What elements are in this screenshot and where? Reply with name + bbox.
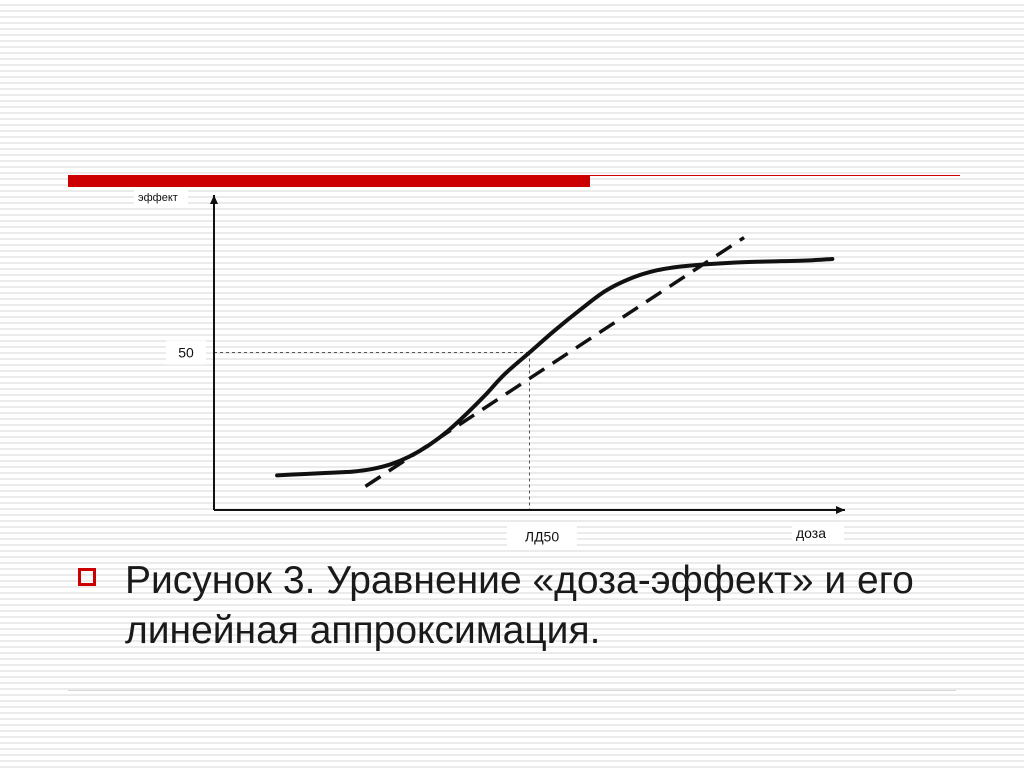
dose-effect-curve bbox=[275, 256, 835, 478]
bullet-square-icon bbox=[78, 568, 96, 586]
x-tick-label-ld50: ЛД50 bbox=[525, 528, 559, 544]
figure-caption: Рисунок 3. Уравнение «доза-эффект» и его… bbox=[125, 559, 914, 652]
y-tick-label-50-box bbox=[166, 340, 206, 365]
title-accent-line bbox=[590, 175, 960, 176]
title-accent-bar bbox=[68, 175, 590, 187]
x-axis-label-box bbox=[792, 523, 844, 543]
y-tick-label-50: 50 bbox=[178, 344, 194, 360]
linear-approximation-line bbox=[364, 236, 746, 488]
x-axis-label: доза bbox=[796, 525, 826, 541]
y-axis-label-box bbox=[134, 190, 188, 204]
y-axis-arrow-icon bbox=[210, 195, 218, 204]
bottom-divider bbox=[68, 690, 956, 691]
y-axis-label: эффект bbox=[138, 192, 178, 204]
x-tick-label-ld50-box bbox=[507, 524, 577, 549]
x-axis-arrow-icon bbox=[836, 506, 845, 514]
